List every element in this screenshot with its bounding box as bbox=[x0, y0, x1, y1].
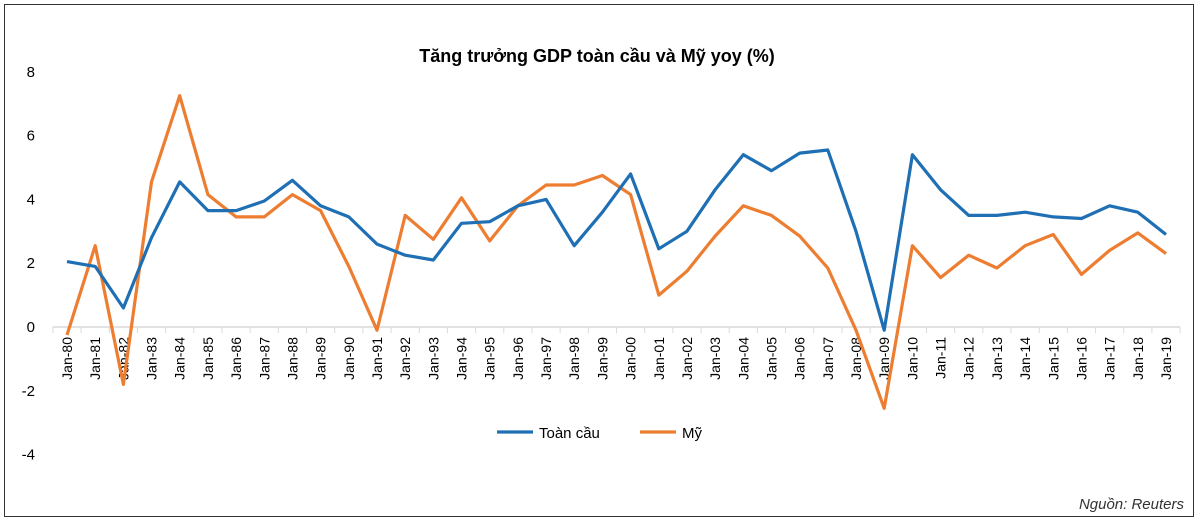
x-tick-label: Jan-92 bbox=[397, 337, 413, 380]
x-tick-label: Jan-14 bbox=[1017, 337, 1033, 380]
legend-label: Mỹ bbox=[682, 425, 702, 442]
series-line-global bbox=[66, 148, 1167, 332]
x-tick-label: Jan-97 bbox=[538, 337, 554, 380]
x-tick-label: Jan-07 bbox=[820, 337, 836, 380]
y-tick-label: -2 bbox=[22, 383, 35, 400]
x-tick-label: Jan-98 bbox=[566, 337, 582, 380]
y-tick-label: 6 bbox=[27, 128, 35, 145]
x-tick-label: Jan-91 bbox=[369, 337, 385, 380]
x-tick-label: Jan-90 bbox=[341, 337, 357, 380]
x-tick-label: Jan-19 bbox=[1158, 337, 1174, 380]
x-tick-label: Jan-86 bbox=[228, 337, 244, 380]
x-tick-label: Jan-17 bbox=[1102, 337, 1118, 380]
x-tick-label: Jan-16 bbox=[1073, 337, 1089, 380]
y-axis: -4 -2 0 2 4 6 8 bbox=[22, 64, 35, 464]
legend: Toàn cầu Mỹ bbox=[497, 425, 702, 442]
x-tick-label: Jan-85 bbox=[200, 337, 216, 380]
y-tick-label: 0 bbox=[27, 319, 35, 336]
x-tick-label: Jan-09 bbox=[876, 337, 892, 380]
x-tick-label: Jan-10 bbox=[904, 337, 920, 380]
series-lines bbox=[65, 94, 1167, 410]
series-line-us bbox=[65, 94, 1167, 410]
x-tick-label: Jan-12 bbox=[961, 337, 977, 380]
x-tick-label: Jan-94 bbox=[454, 337, 470, 380]
x-axis: Jan-80 Jan-81 Jan-82 Jan-83 Jan-84 Jan-85 Jan-… bbox=[52, 326, 1181, 380]
y-tick-label: 8 bbox=[27, 64, 35, 81]
x-tick-label: Jan-81 bbox=[87, 337, 103, 380]
x-tick-label: Jan-11 bbox=[933, 337, 949, 379]
x-tick-label: Jan-87 bbox=[256, 337, 272, 380]
x-tick-label: Jan-15 bbox=[1045, 337, 1061, 380]
x-tick-label: Jan-83 bbox=[144, 337, 160, 380]
y-tick-label: 4 bbox=[27, 191, 35, 208]
x-tick-label: Jan-00 bbox=[623, 337, 639, 380]
y-tick-label: 2 bbox=[27, 255, 35, 272]
x-tick-label: Jan-96 bbox=[510, 337, 526, 380]
x-tick-label: Jan-18 bbox=[1130, 337, 1146, 380]
y-tick-label: -4 bbox=[22, 447, 35, 464]
x-tick-label: Jan-84 bbox=[172, 337, 188, 380]
x-tick-label: Jan-93 bbox=[425, 337, 441, 380]
x-tick-label: Jan-05 bbox=[763, 337, 779, 380]
x-tick-label: Jan-01 bbox=[651, 337, 667, 380]
source-note: Nguồn: Reuters bbox=[1078, 496, 1184, 513]
x-tick-label: Jan-03 bbox=[707, 337, 723, 380]
x-tick-label: Jan-99 bbox=[594, 337, 610, 380]
x-tick-label: Jan-08 bbox=[848, 337, 864, 380]
chart-frame bbox=[4, 4, 1194, 517]
x-tick-label: Jan-13 bbox=[989, 337, 1005, 380]
chart-title: Tăng trưởng GDP toàn cầu và Mỹ yoy (%) bbox=[419, 46, 775, 66]
x-tick-label: Jan-04 bbox=[735, 337, 751, 380]
x-tick-label: Jan-95 bbox=[482, 337, 498, 380]
x-tick-label: Jan-88 bbox=[284, 337, 300, 380]
x-tick-label: Jan-06 bbox=[792, 337, 808, 380]
x-tick-label: Jan-89 bbox=[313, 337, 329, 380]
legend-label: Toàn cầu bbox=[539, 425, 600, 442]
x-tick-label: Jan-02 bbox=[679, 337, 695, 380]
x-tick-label: Jan-80 bbox=[59, 337, 75, 380]
